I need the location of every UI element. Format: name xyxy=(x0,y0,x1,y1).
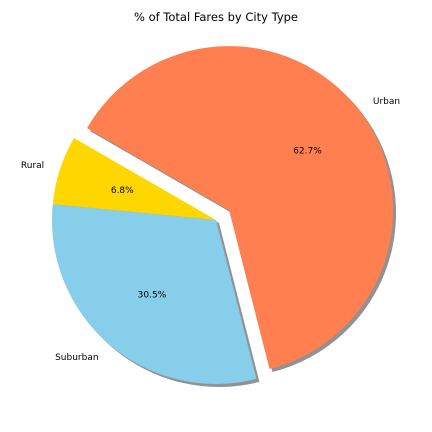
percent-label-rural: 6.8% xyxy=(111,186,134,196)
pie-labels: Rural 6.8% Suburban 30.5% Urban 62.7% xyxy=(21,97,400,363)
pie-slice-urban xyxy=(87,46,394,370)
chart-title: % of Total Fares by City Type xyxy=(134,10,298,24)
pie-slice-rural xyxy=(52,138,216,220)
category-label-urban: Urban xyxy=(373,97,400,107)
category-label-suburban: Suburban xyxy=(55,353,98,363)
percent-label-urban: 62.7% xyxy=(293,147,322,157)
percent-label-suburban: 30.5% xyxy=(138,291,167,301)
category-label-rural: Rural xyxy=(21,161,44,171)
pie-slices xyxy=(52,46,394,384)
pie-slice-suburban xyxy=(52,204,257,384)
